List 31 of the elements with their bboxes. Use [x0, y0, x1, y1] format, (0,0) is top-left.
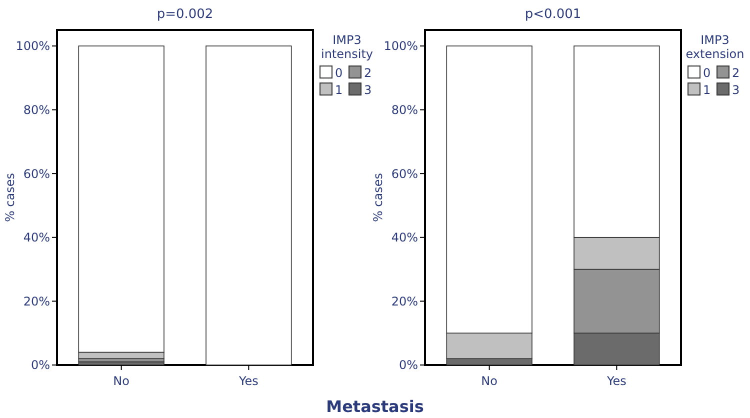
y-axis-title: % cases	[371, 172, 385, 222]
y-tick-label: 0%	[30, 358, 50, 372]
legend-label: 0	[703, 66, 711, 80]
y-tick-label: 100%	[384, 39, 418, 54]
y-tick-label: 0%	[398, 358, 418, 372]
y-tick-label: 20%	[23, 294, 50, 308]
y-axis-title: % cases	[3, 172, 17, 222]
legend-label: 2	[732, 66, 740, 80]
y-tick-label: 40%	[391, 230, 418, 245]
y-tick-label: 60%	[391, 166, 418, 181]
legend-label: 3	[732, 83, 740, 97]
legend-label: 1	[335, 83, 343, 97]
x-tick-label: No	[113, 374, 130, 388]
y-tick-label: 80%	[23, 102, 50, 117]
x-axis-title: Metastasis	[326, 397, 424, 416]
legend-label: 0	[335, 66, 343, 80]
y-tick-label: 20%	[391, 294, 418, 308]
legend-label: 3	[364, 83, 372, 97]
legend-label: 1	[703, 83, 711, 97]
x-tick-label: Yes	[606, 374, 626, 388]
legend-label: 2	[364, 66, 372, 80]
legend-title: IMP3 extension	[686, 33, 744, 61]
x-tick-label: No	[481, 374, 498, 388]
y-tick-label: 40%	[23, 230, 50, 245]
y-tick-label: 100%	[16, 39, 50, 54]
x-tick-label: Yes	[238, 374, 258, 388]
legend-title: IMP3 intensity	[320, 33, 374, 61]
y-tick-label: 80%	[391, 102, 418, 117]
chart-title: p<0.001	[524, 7, 582, 22]
y-tick-label: 60%	[23, 166, 50, 181]
chart-title: p=0.002	[156, 7, 214, 22]
